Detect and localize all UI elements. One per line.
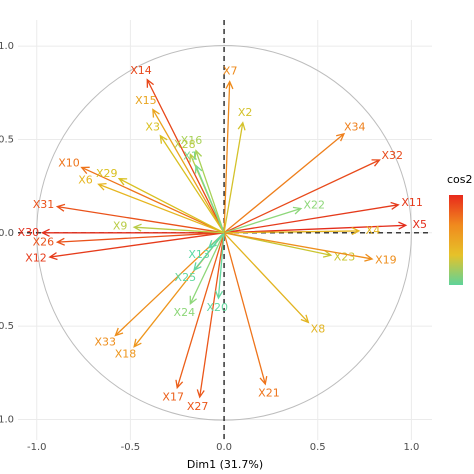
legend-title: cos2 [447, 173, 473, 186]
x-tick-label: 0.0 [216, 442, 232, 453]
variable-arrow [223, 232, 310, 324]
legend-gradient [449, 195, 463, 285]
variable-label: X13 [188, 248, 210, 261]
variable-label: X30 [18, 226, 40, 239]
variable-arrow [114, 232, 225, 337]
variable-arrow [224, 221, 408, 234]
variable-label: X26 [33, 236, 55, 249]
variable-label: X10 [58, 156, 80, 169]
variable-label: X33 [94, 335, 116, 348]
variable-arrow [223, 232, 333, 258]
variable-label: X5 [412, 218, 427, 231]
x-axis-title: Dim1 (31.7%) [187, 458, 263, 471]
variable-label: X4 [366, 224, 381, 237]
variable-arrow [48, 232, 225, 261]
y-tick-label: -0.5 [0, 321, 14, 332]
variable-arrow [146, 78, 225, 234]
variable-label: X17 [162, 390, 184, 403]
variable-label: X24 [174, 306, 196, 319]
variable-arrow [97, 182, 225, 234]
variable-arrow [55, 232, 225, 246]
variable-label: X7 [223, 65, 238, 78]
y-tick-label: 0.0 [0, 228, 14, 239]
variable-arrow [55, 203, 225, 234]
variable-label: X32 [381, 149, 403, 162]
variable-arrow [194, 149, 225, 234]
variable-arrow [152, 108, 225, 234]
variable-arrow [189, 232, 225, 306]
variable-arrow [80, 166, 225, 234]
variable-label: X16 [181, 134, 203, 147]
variable-arrow [40, 228, 225, 237]
variable-label: X6 [78, 174, 93, 187]
variable-label: X22 [303, 199, 325, 212]
variable-label: X20 [206, 301, 228, 314]
variable-label: X28 [174, 138, 196, 151]
variable-label: X21 [258, 387, 280, 400]
variable-label: X15 [135, 94, 157, 107]
variable-label: X12 [25, 251, 47, 264]
variable-arrow [223, 206, 303, 234]
variable-arrow [223, 121, 246, 233]
variable-arrow [224, 226, 361, 236]
variable-label: X31 [33, 198, 55, 211]
variable-label: X29 [96, 167, 118, 180]
variable-label: X1 [183, 149, 198, 162]
variable-arrow [223, 201, 400, 234]
x-tick-label: -0.5 [121, 442, 141, 453]
variable-label: X18 [115, 348, 137, 361]
variable-arrow [223, 80, 234, 233]
y-tick-label: 0.5 [0, 134, 14, 145]
variable-arrow [194, 164, 225, 234]
variable-arrow [223, 232, 374, 262]
y-tick-label: -1.0 [0, 414, 14, 425]
variable-arrow [223, 159, 381, 234]
variable-label: X3 [145, 120, 160, 133]
x-tick-label: 1.0 [403, 442, 419, 453]
variable-label: X25 [175, 271, 197, 284]
variable-arrow [196, 232, 225, 399]
variable-label: X8 [311, 323, 326, 336]
variable-arrow [214, 232, 225, 300]
variable-arrow [159, 134, 225, 234]
variable-arrow [132, 223, 225, 234]
variable-arrow [117, 177, 225, 234]
variable-label: X34 [344, 121, 366, 134]
variable-arrow [223, 132, 346, 234]
variable-arrow [223, 232, 268, 386]
y-tick-label: 1.0 [0, 41, 14, 52]
variable-arrow [193, 232, 225, 272]
variable-label: X27 [187, 400, 209, 413]
variable-label: X19 [375, 254, 397, 267]
x-tick-label: -1.0 [27, 442, 47, 453]
variable-label: X14 [130, 64, 152, 77]
x-tick-label: 0.5 [310, 442, 326, 453]
variable-label: X2 [238, 106, 253, 119]
variable-arrow [208, 232, 225, 249]
variable-label: X11 [401, 196, 423, 209]
variable-label: X9 [113, 220, 128, 233]
variable-arrow [175, 232, 225, 390]
